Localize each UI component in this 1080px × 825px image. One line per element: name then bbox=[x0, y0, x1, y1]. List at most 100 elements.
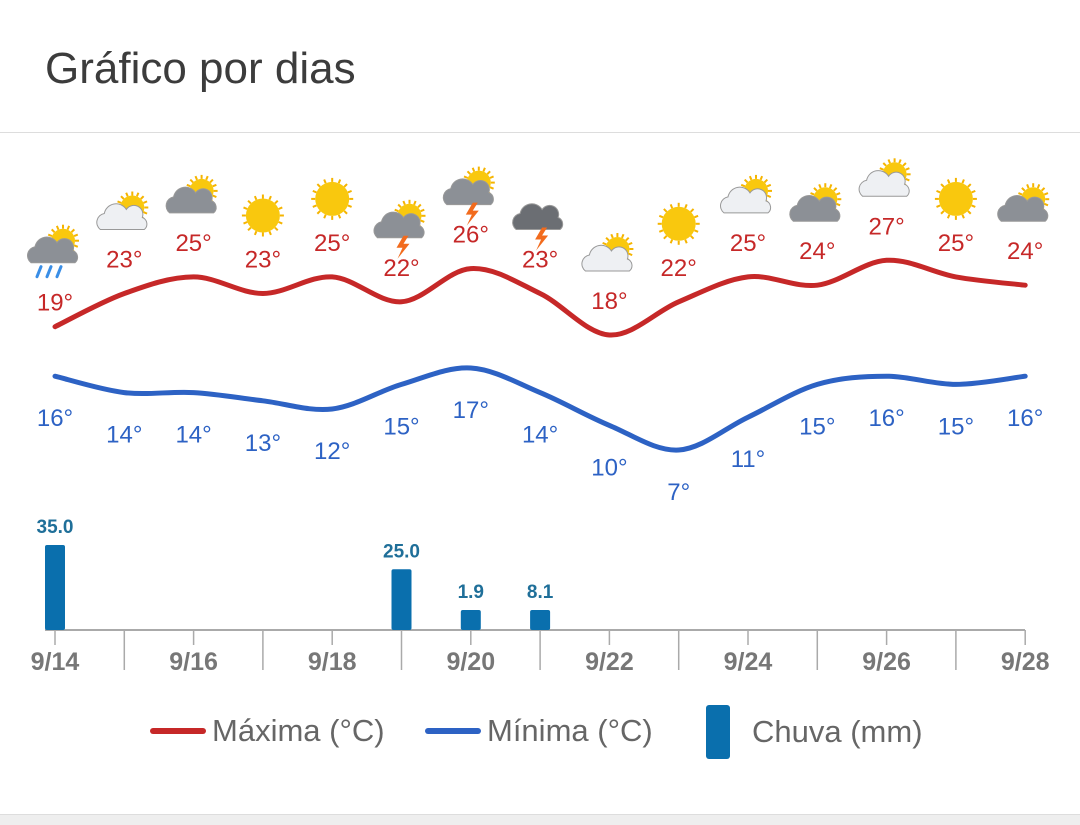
rain-drop bbox=[35, 265, 43, 279]
storm-sun-icon bbox=[373, 199, 426, 259]
sun-ray bbox=[135, 192, 140, 197]
sun-ray bbox=[125, 192, 129, 197]
sun-ray bbox=[489, 186, 494, 190]
min-temp-label: 16° bbox=[37, 405, 73, 432]
sun-ray bbox=[628, 241, 633, 246]
sun-ray bbox=[337, 214, 342, 219]
min-temp-label: 14° bbox=[106, 422, 142, 449]
sun-ray bbox=[247, 226, 252, 232]
legend-item-min[interactable]: Mínima (°C) bbox=[425, 713, 653, 749]
min-temp-label: 16° bbox=[1007, 405, 1043, 432]
sun-ray bbox=[247, 199, 252, 205]
sun-ray bbox=[55, 225, 60, 230]
sun-ray bbox=[887, 159, 891, 164]
sun-ray bbox=[143, 211, 148, 215]
sun-ray bbox=[658, 214, 664, 219]
sun-ray bbox=[50, 228, 56, 233]
sun-disc bbox=[661, 206, 696, 241]
lightning-bolt bbox=[465, 202, 479, 226]
rain-label: 8.1 bbox=[527, 582, 554, 603]
sun-ray bbox=[186, 183, 191, 188]
sun-ray bbox=[73, 244, 79, 248]
cloud-shape bbox=[165, 186, 217, 214]
sun-ray bbox=[602, 241, 607, 246]
cloud-shape bbox=[997, 195, 1049, 222]
sun-ray bbox=[209, 178, 214, 184]
sun-ray bbox=[818, 184, 822, 189]
sun-ray bbox=[489, 175, 494, 179]
sun-ray bbox=[337, 179, 342, 184]
partly-cloudy-icon bbox=[96, 191, 149, 230]
min-temp-label: 10° bbox=[591, 454, 627, 481]
sun-ray bbox=[347, 189, 352, 194]
sun-ray bbox=[810, 192, 815, 196]
legend-item-max[interactable]: Máxima (°C) bbox=[150, 713, 385, 749]
sun-ray bbox=[694, 229, 699, 233]
sun-ray bbox=[898, 159, 902, 164]
min-temp-label: 17° bbox=[453, 397, 489, 424]
sun-ray bbox=[882, 162, 887, 167]
rain-bar bbox=[460, 610, 481, 630]
cloudy-sun-icon bbox=[789, 183, 842, 222]
x-tick-label: 9/16 bbox=[169, 648, 218, 676]
sun-ray bbox=[243, 221, 248, 225]
sun-ray bbox=[748, 175, 753, 181]
sun-ray bbox=[117, 200, 122, 204]
sun-ray bbox=[274, 199, 279, 205]
legend-item-rain[interactable]: Chuva (mm) bbox=[706, 705, 923, 759]
sun-ray bbox=[610, 233, 614, 239]
sun-ray bbox=[690, 235, 695, 240]
max-temp-label: 25° bbox=[175, 230, 211, 257]
sun-ray bbox=[605, 236, 610, 242]
sun-ray bbox=[323, 214, 327, 219]
sun-ray bbox=[946, 214, 951, 219]
lightning-bolt bbox=[396, 235, 410, 259]
sun-ray bbox=[1040, 187, 1046, 192]
sun-ray bbox=[268, 230, 272, 236]
sun-ray bbox=[663, 208, 668, 213]
min-temp-label: 15° bbox=[799, 413, 835, 440]
sun-disc bbox=[938, 181, 973, 216]
min-temp-label: 7° bbox=[667, 479, 690, 506]
sun-ray bbox=[971, 189, 976, 194]
sun-ray bbox=[940, 183, 945, 188]
sun-disc bbox=[315, 181, 350, 216]
rain-bar bbox=[45, 544, 65, 630]
max-temp-label: 18° bbox=[591, 288, 627, 315]
min-temp-label: 11° bbox=[731, 446, 766, 473]
rain-drop bbox=[45, 265, 53, 279]
lightning-bolt bbox=[535, 227, 549, 251]
sun-ray bbox=[684, 239, 688, 244]
max-temp-label: 19° bbox=[37, 290, 73, 317]
sun-ray bbox=[743, 178, 749, 184]
sun-ray bbox=[766, 183, 772, 188]
sun-ray bbox=[766, 194, 772, 198]
sun-ray bbox=[694, 214, 699, 219]
sun-ray bbox=[143, 200, 148, 204]
sun-ray bbox=[73, 233, 79, 238]
max-temp-label: 24° bbox=[799, 238, 835, 265]
x-tick-label: 9/26 bbox=[862, 648, 911, 676]
sun-ray bbox=[879, 167, 884, 171]
sun-ray bbox=[967, 183, 972, 188]
max-temp-label: 23° bbox=[522, 247, 558, 274]
sun-ray bbox=[120, 195, 125, 200]
sunny-icon bbox=[657, 202, 700, 245]
sun-ray bbox=[347, 204, 352, 208]
sun-ray bbox=[663, 235, 668, 240]
sun-ray bbox=[625, 236, 630, 242]
x-tick-label: 9/22 bbox=[585, 648, 634, 676]
cloud-shape bbox=[581, 244, 633, 272]
sun-ray bbox=[905, 167, 910, 171]
max-temp-label: 25° bbox=[938, 230, 974, 257]
cloud-shape bbox=[720, 186, 772, 214]
partly-cloudy-icon bbox=[581, 233, 634, 272]
sun-ray bbox=[628, 252, 633, 257]
cloud-shape bbox=[858, 170, 910, 197]
max-temp-label: 24° bbox=[1007, 238, 1043, 265]
cloud-shape bbox=[373, 211, 425, 239]
max-temp-label: 25° bbox=[314, 230, 350, 257]
sun-ray bbox=[463, 175, 469, 179]
sun-ray bbox=[420, 208, 425, 213]
cloudy-sun-icon bbox=[997, 183, 1050, 222]
